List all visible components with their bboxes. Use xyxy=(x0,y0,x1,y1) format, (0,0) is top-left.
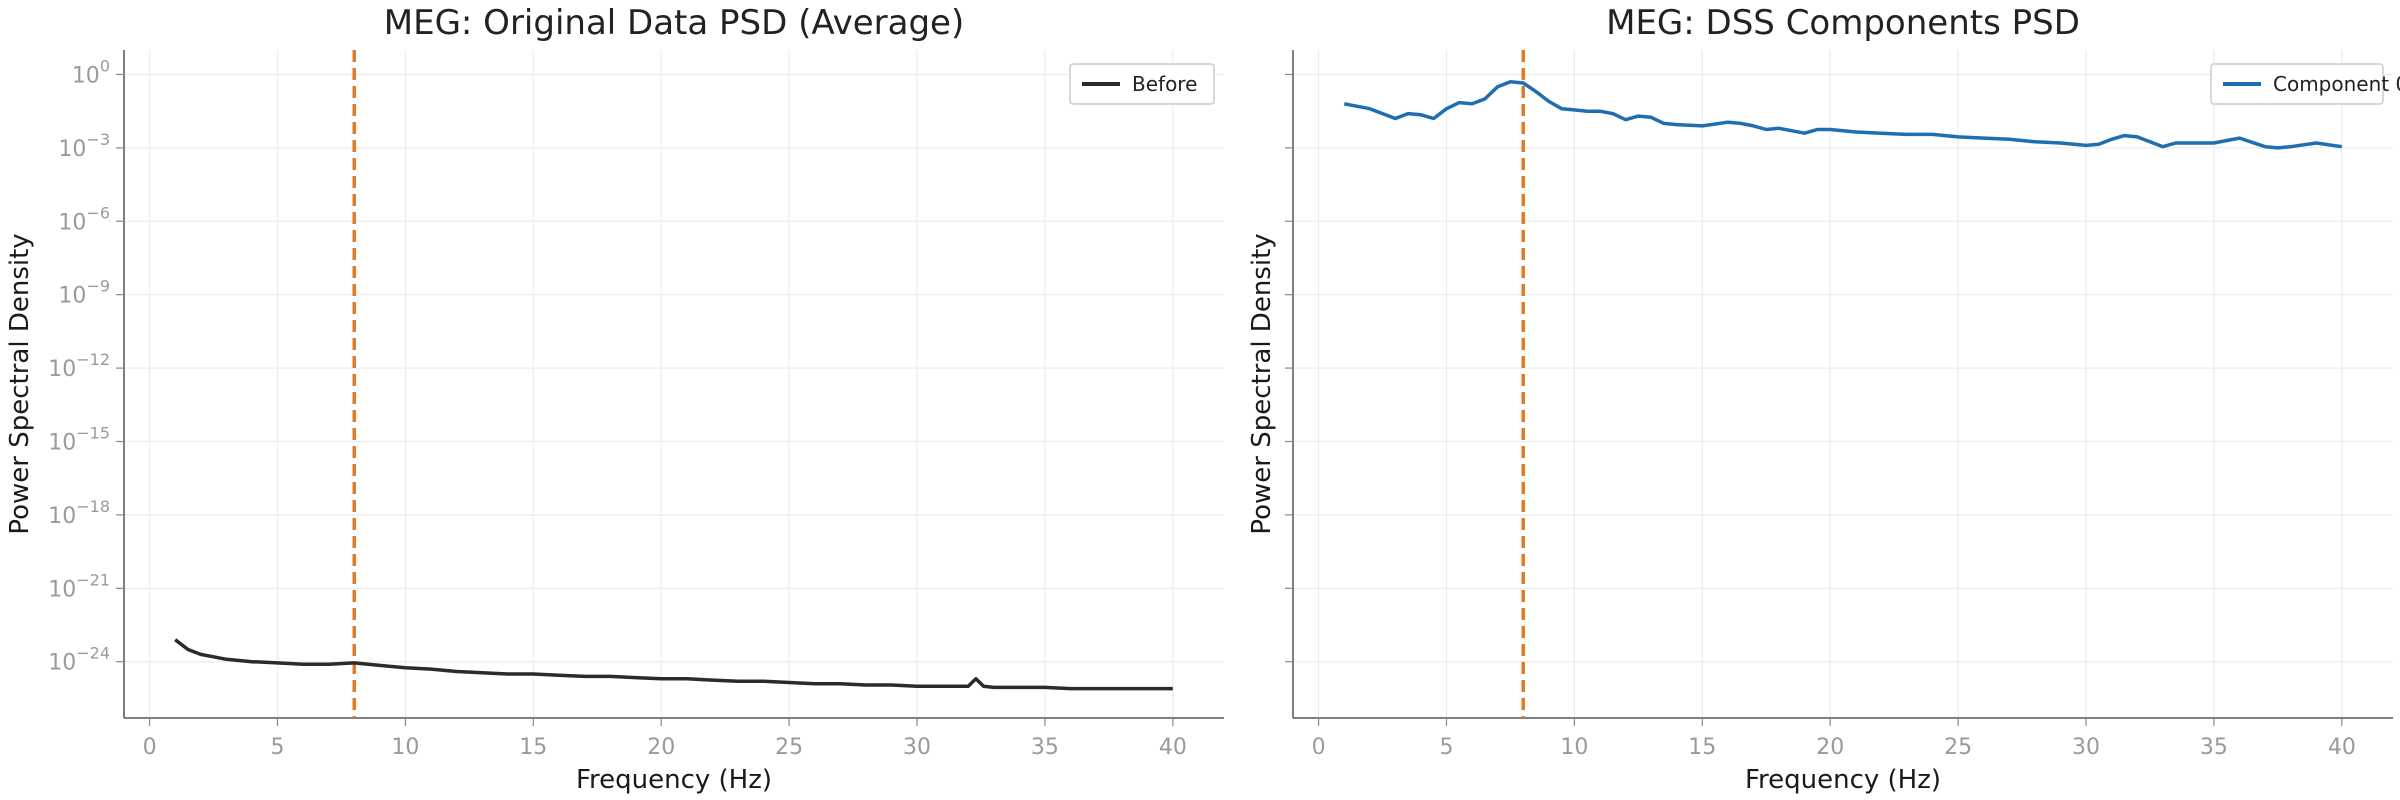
x-tick-label: 15 xyxy=(1688,735,1716,760)
left-chart-panel: 0 5 10 15 20 25 30 35 4010010−310−610−910−1210−1… xyxy=(5,3,1224,795)
y-tick-base: 10 xyxy=(58,284,86,309)
series-line-0 xyxy=(1343,80,2343,150)
y-tick-label: 10−12 xyxy=(48,350,110,382)
x-tick-label: 0 xyxy=(143,735,157,760)
x-tick-label: 35 xyxy=(2200,735,2228,760)
y-tick-label: 10−9 xyxy=(58,277,110,309)
y-tick-label: 10−3 xyxy=(58,130,110,162)
y-tick-label: 10−24 xyxy=(48,644,110,676)
x-tick-label: 5 xyxy=(1439,735,1453,760)
y-tick-label: 10−21 xyxy=(48,570,110,602)
y-tick-exponent: −9 xyxy=(86,277,110,296)
y-tick-exponent: −6 xyxy=(86,203,110,222)
y-tick-base: 10 xyxy=(48,651,76,676)
right-chart-panel: 0 5 10 15 20 25 30 35 40 MEG: DSS Components PSD F… xyxy=(1247,3,2400,795)
x-axis-label: Frequency (Hz) xyxy=(576,765,772,795)
x-tick-label: 25 xyxy=(775,735,803,760)
legend: Before xyxy=(1069,63,1215,105)
y-tick-exponent: 0 xyxy=(100,56,110,75)
x-tick-label: 30 xyxy=(903,735,931,760)
y-tick-exponent: −15 xyxy=(76,424,110,443)
y-tick-label: 10−6 xyxy=(58,203,110,235)
y-tick-label: 100 xyxy=(72,56,110,88)
x-tick-label: 40 xyxy=(2328,735,2356,760)
y-tick-base: 10 xyxy=(48,504,76,529)
legend-box xyxy=(2210,63,2384,105)
y-tick-base: 10 xyxy=(72,63,100,88)
x-tick-label: 20 xyxy=(1816,735,1844,760)
chart-title: MEG: Original Data PSD (Average) xyxy=(384,3,965,43)
y-tick-base: 10 xyxy=(48,357,76,382)
x-tick-label: 35 xyxy=(1031,735,1059,760)
x-tick-label: 20 xyxy=(647,735,675,760)
x-tick-label: 0 xyxy=(1312,735,1326,760)
legend-label: Before xyxy=(1132,72,1197,96)
chart-title: MEG: DSS Components PSD xyxy=(1606,3,2080,43)
y-tick-base: 10 xyxy=(48,577,76,602)
x-tick-label: 25 xyxy=(1944,735,1972,760)
legend: Component 0 xyxy=(2210,63,2400,105)
series-line-0 xyxy=(174,638,1173,691)
x-tick-label: 30 xyxy=(2072,735,2100,760)
y-axis-label: Power Spectral Density xyxy=(1247,233,1277,534)
y-tick-label: 10−15 xyxy=(48,424,110,456)
y-tick-base: 10 xyxy=(58,137,86,162)
x-tick-label: 10 xyxy=(1560,735,1588,760)
y-tick-exponent: −24 xyxy=(76,644,110,663)
y-tick-exponent: −12 xyxy=(76,350,110,369)
y-tick-base: 10 xyxy=(58,210,86,235)
y-tick-label: 10−18 xyxy=(48,497,110,529)
x-axis-label: Frequency (Hz) xyxy=(1745,765,1941,795)
legend-box xyxy=(1069,63,1215,105)
y-tick-exponent: −18 xyxy=(76,497,110,516)
y-tick-exponent: −21 xyxy=(76,570,110,589)
legend-label: Component 0 xyxy=(2273,72,2400,96)
x-tick-label: 40 xyxy=(1159,735,1187,760)
y-axis-label: Power Spectral Density xyxy=(5,233,35,534)
x-tick-label: 5 xyxy=(270,735,284,760)
x-tick-label: 15 xyxy=(519,735,547,760)
y-tick-base: 10 xyxy=(48,431,76,456)
y-tick-exponent: −3 xyxy=(86,130,110,149)
x-tick-label: 10 xyxy=(391,735,419,760)
